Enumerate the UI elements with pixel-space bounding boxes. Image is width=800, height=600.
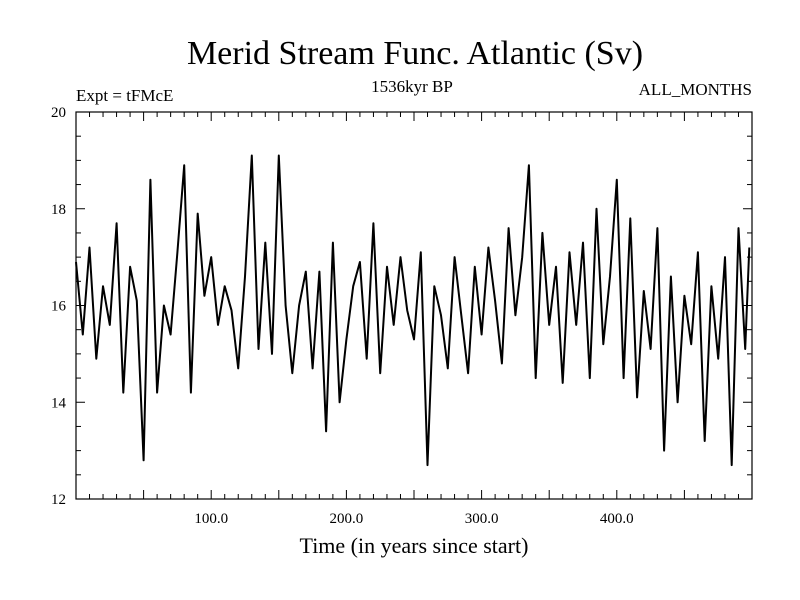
chart-title: Merid Stream Func. Atlantic (Sv) (187, 35, 643, 72)
x-axis-label: Time (in years since start) (300, 533, 529, 558)
y-tick-label: 20 (51, 105, 66, 121)
x-tick-label: 200.0 (330, 511, 364, 527)
plot-frame (75, 111, 753, 500)
series-line (75, 154, 751, 467)
axis-tick-labels: 100.0 200.0 300.0 400.0 12 14 16 18 20 (51, 105, 634, 527)
y-tick-label: 16 (51, 299, 67, 315)
time-period-label: 1536kyr BP (371, 77, 453, 96)
months-label: ALL_MONTHS (639, 80, 752, 99)
y-tick-label: 12 (51, 492, 66, 508)
experiment-label: Expt = tFMcE (76, 86, 173, 105)
y-tick-label: 14 (51, 395, 67, 411)
x-tick-label: 100.0 (194, 511, 228, 527)
x-tick-label: 300.0 (465, 511, 499, 527)
x-tick-label: 400.0 (600, 511, 634, 527)
axis-ticks (76, 112, 752, 499)
y-tick-label: 18 (51, 202, 66, 218)
